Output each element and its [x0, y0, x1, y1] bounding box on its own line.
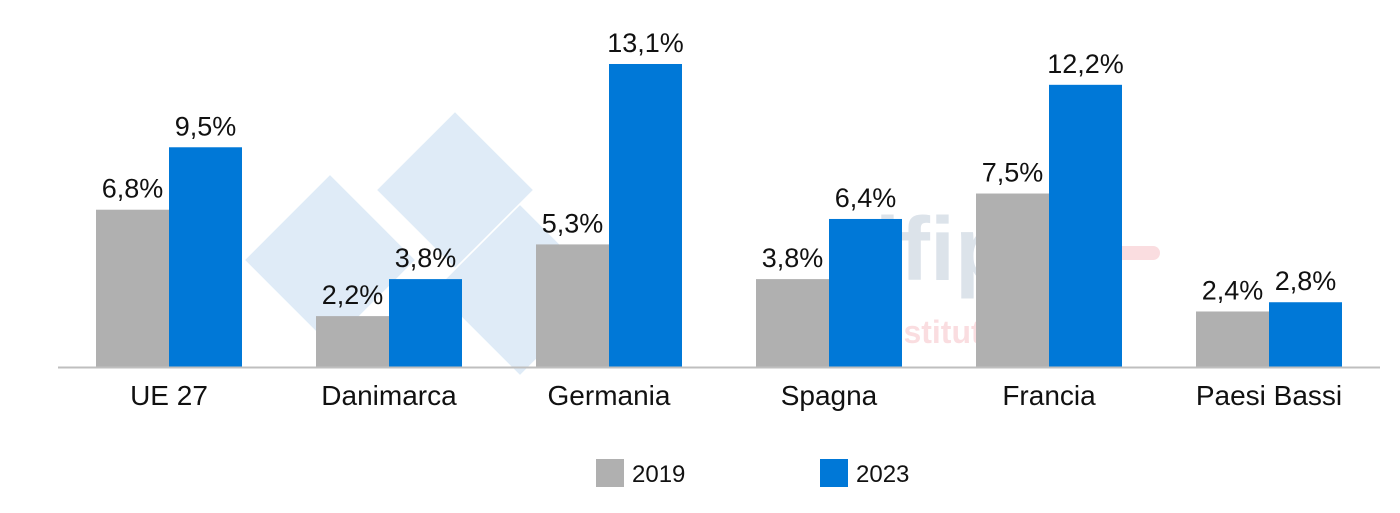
bar-2023-5: [1269, 302, 1342, 367]
bar-2023-4: [1049, 84, 1122, 368]
category-label: UE 27: [130, 380, 208, 411]
bar-2023-2: [609, 63, 682, 367]
bar-2019-4: [976, 193, 1049, 367]
bar-2019-2: [536, 244, 609, 367]
category-label: Francia: [1002, 380, 1096, 411]
data-label: 6,4%: [835, 183, 897, 213]
data-label: 6,8%: [102, 174, 164, 204]
data-label: 5,3%: [542, 208, 604, 238]
bar-2023-3: [829, 218, 902, 367]
data-label: 2,4%: [1202, 275, 1264, 305]
bar-2023-1: [389, 279, 462, 367]
data-label: 7,5%: [982, 158, 1044, 188]
legend-label: 2023: [856, 461, 909, 488]
data-label: 9,5%: [175, 111, 237, 141]
bar-2019-0: [96, 209, 169, 367]
legend-label: 2019: [632, 461, 685, 488]
category-label: Spagna: [781, 380, 878, 411]
data-label: 3,8%: [395, 243, 457, 273]
bar-2019-5: [1196, 311, 1269, 367]
legend-swatch-2023: [820, 459, 848, 487]
legend-swatch-2019: [596, 459, 624, 487]
legend: 2019 2023: [596, 459, 909, 488]
data-label: 2,2%: [322, 280, 384, 310]
category-label: Germania: [548, 380, 671, 411]
data-label: 12,2%: [1047, 49, 1124, 79]
bar-2023-0: [169, 147, 242, 367]
data-label: 3,8%: [762, 243, 824, 273]
bar-2019-3: [756, 279, 829, 367]
category-label: Paesi Bassi: [1196, 380, 1342, 411]
category-label: Danimarca: [321, 380, 457, 411]
bar-2019-1: [316, 316, 389, 367]
data-label: 13,1%: [607, 28, 684, 58]
data-label: 2,8%: [1275, 266, 1337, 296]
